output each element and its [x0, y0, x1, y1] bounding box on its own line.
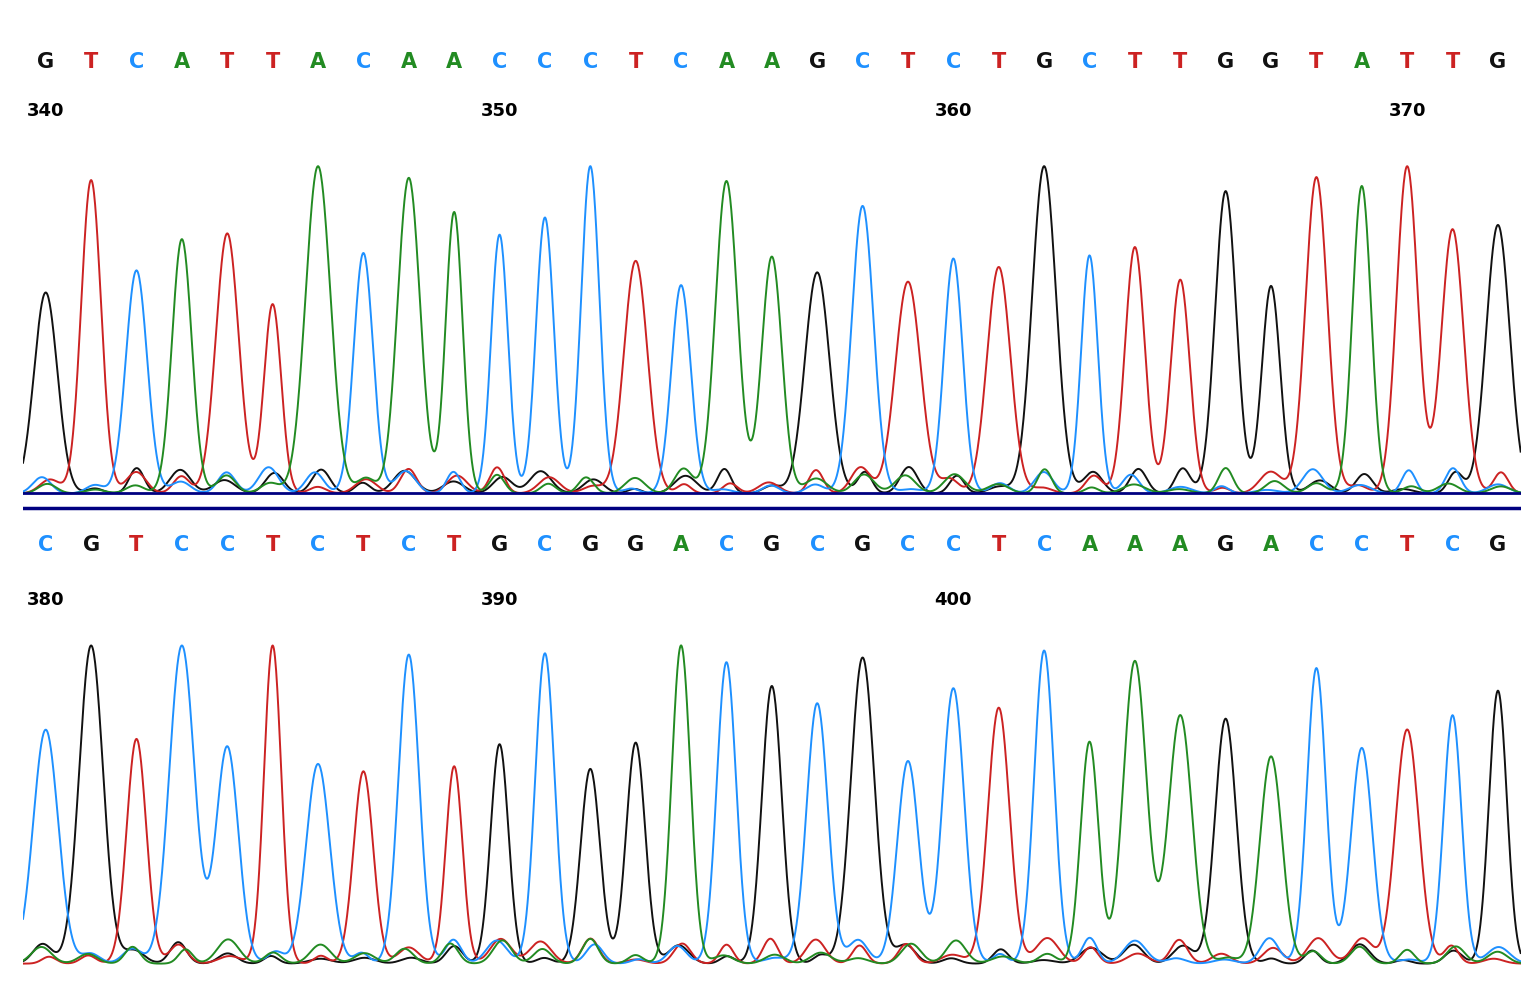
Text: C: C — [538, 51, 553, 72]
Text: G: G — [808, 51, 826, 72]
Text: G: G — [627, 535, 644, 555]
Text: T: T — [1399, 51, 1415, 72]
Text: A: A — [1127, 535, 1143, 555]
Text: G: G — [1263, 51, 1279, 72]
Text: C: C — [809, 535, 825, 555]
Text: T: T — [266, 51, 280, 72]
Text: 340: 340 — [28, 102, 65, 120]
Text: G: G — [1490, 535, 1507, 555]
Text: C: C — [582, 51, 598, 72]
Text: 400: 400 — [934, 591, 972, 609]
Text: G: G — [763, 535, 780, 555]
Text: T: T — [900, 51, 915, 72]
Text: C: C — [1445, 535, 1461, 555]
Text: C: C — [220, 535, 235, 555]
Text: G: G — [1217, 51, 1235, 72]
Text: C: C — [1309, 535, 1324, 555]
Text: G: G — [582, 535, 599, 555]
Text: T: T — [1309, 51, 1324, 72]
Text: T: T — [220, 51, 235, 72]
Text: C: C — [719, 535, 734, 555]
Text: G: G — [1217, 535, 1235, 555]
Text: T: T — [84, 51, 98, 72]
Text: G: G — [83, 535, 100, 555]
Text: A: A — [763, 51, 780, 72]
Text: T: T — [1399, 535, 1415, 555]
Text: T: T — [266, 535, 280, 555]
Text: T: T — [1174, 51, 1187, 72]
Text: C: C — [310, 535, 326, 555]
Text: T: T — [129, 535, 144, 555]
Text: A: A — [1353, 51, 1370, 72]
Text: 370: 370 — [1389, 102, 1425, 120]
Text: C: C — [1355, 535, 1370, 555]
Text: A: A — [1263, 535, 1279, 555]
Text: C: C — [900, 535, 915, 555]
Text: T: T — [992, 535, 1006, 555]
Text: C: C — [356, 51, 372, 72]
Text: C: C — [492, 51, 507, 72]
Text: T: T — [992, 51, 1006, 72]
Text: G: G — [1490, 51, 1507, 72]
Text: C: C — [946, 535, 962, 555]
Text: A: A — [1172, 535, 1189, 555]
Text: C: C — [38, 535, 54, 555]
Text: T: T — [628, 51, 644, 72]
Text: 350: 350 — [481, 102, 518, 120]
Text: G: G — [1035, 51, 1052, 72]
Text: T: T — [1445, 51, 1459, 72]
Text: A: A — [445, 51, 462, 72]
Text: G: G — [492, 535, 508, 555]
Text: C: C — [174, 535, 189, 555]
Text: C: C — [673, 51, 688, 72]
Text: T: T — [447, 535, 461, 555]
Text: C: C — [856, 51, 871, 72]
Text: 360: 360 — [934, 102, 972, 120]
Text: T: T — [356, 535, 370, 555]
Text: C: C — [1081, 51, 1097, 72]
Text: A: A — [673, 535, 690, 555]
Text: C: C — [538, 535, 553, 555]
Text: A: A — [401, 51, 416, 72]
Text: A: A — [174, 51, 190, 72]
Text: A: A — [310, 51, 326, 72]
Text: C: C — [129, 51, 144, 72]
Text: C: C — [946, 51, 962, 72]
Text: C: C — [401, 535, 416, 555]
Text: G: G — [37, 51, 54, 72]
Text: A: A — [1081, 535, 1098, 555]
Text: G: G — [854, 535, 871, 555]
Text: A: A — [719, 51, 734, 72]
Text: C: C — [1037, 535, 1052, 555]
Text: 390: 390 — [481, 591, 518, 609]
Text: 380: 380 — [28, 591, 65, 609]
Text: T: T — [1127, 51, 1143, 72]
